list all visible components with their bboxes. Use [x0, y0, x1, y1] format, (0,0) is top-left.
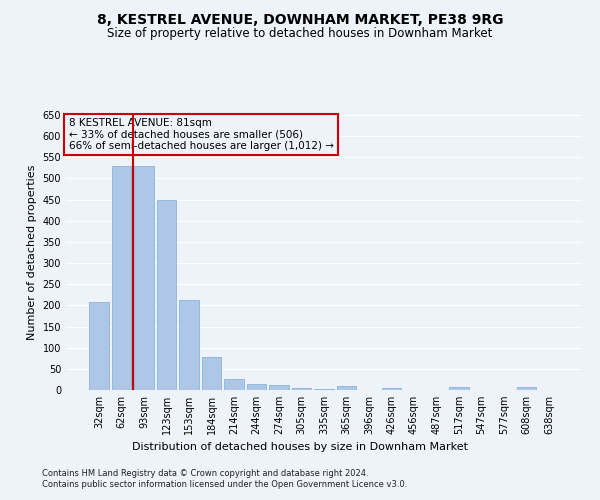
Text: Contains HM Land Registry data © Crown copyright and database right 2024.: Contains HM Land Registry data © Crown c… [42, 468, 368, 477]
Text: Contains public sector information licensed under the Open Government Licence v3: Contains public sector information licen… [42, 480, 407, 489]
Bar [247, 384, 266, 390]
Bar [292, 388, 311, 390]
Bar [202, 357, 221, 390]
Bar [517, 388, 536, 390]
Bar [382, 388, 401, 390]
Bar [449, 388, 469, 390]
Bar [337, 386, 356, 390]
Text: 8 KESTREL AVENUE: 81sqm
← 33% of detached houses are smaller (506)
66% of semi-d: 8 KESTREL AVENUE: 81sqm ← 33% of detache… [68, 118, 334, 151]
Text: Distribution of detached houses by size in Downham Market: Distribution of detached houses by size … [132, 442, 468, 452]
Y-axis label: Number of detached properties: Number of detached properties [27, 165, 37, 340]
Text: 8, KESTREL AVENUE, DOWNHAM MARKET, PE38 9RG: 8, KESTREL AVENUE, DOWNHAM MARKET, PE38 … [97, 12, 503, 26]
Bar [112, 166, 131, 390]
Bar [269, 384, 289, 390]
Bar [134, 166, 154, 390]
Bar [224, 379, 244, 390]
Bar [314, 388, 334, 390]
Bar [157, 200, 176, 390]
Bar [89, 302, 109, 390]
Text: Size of property relative to detached houses in Downham Market: Size of property relative to detached ho… [107, 28, 493, 40]
Bar [179, 300, 199, 390]
